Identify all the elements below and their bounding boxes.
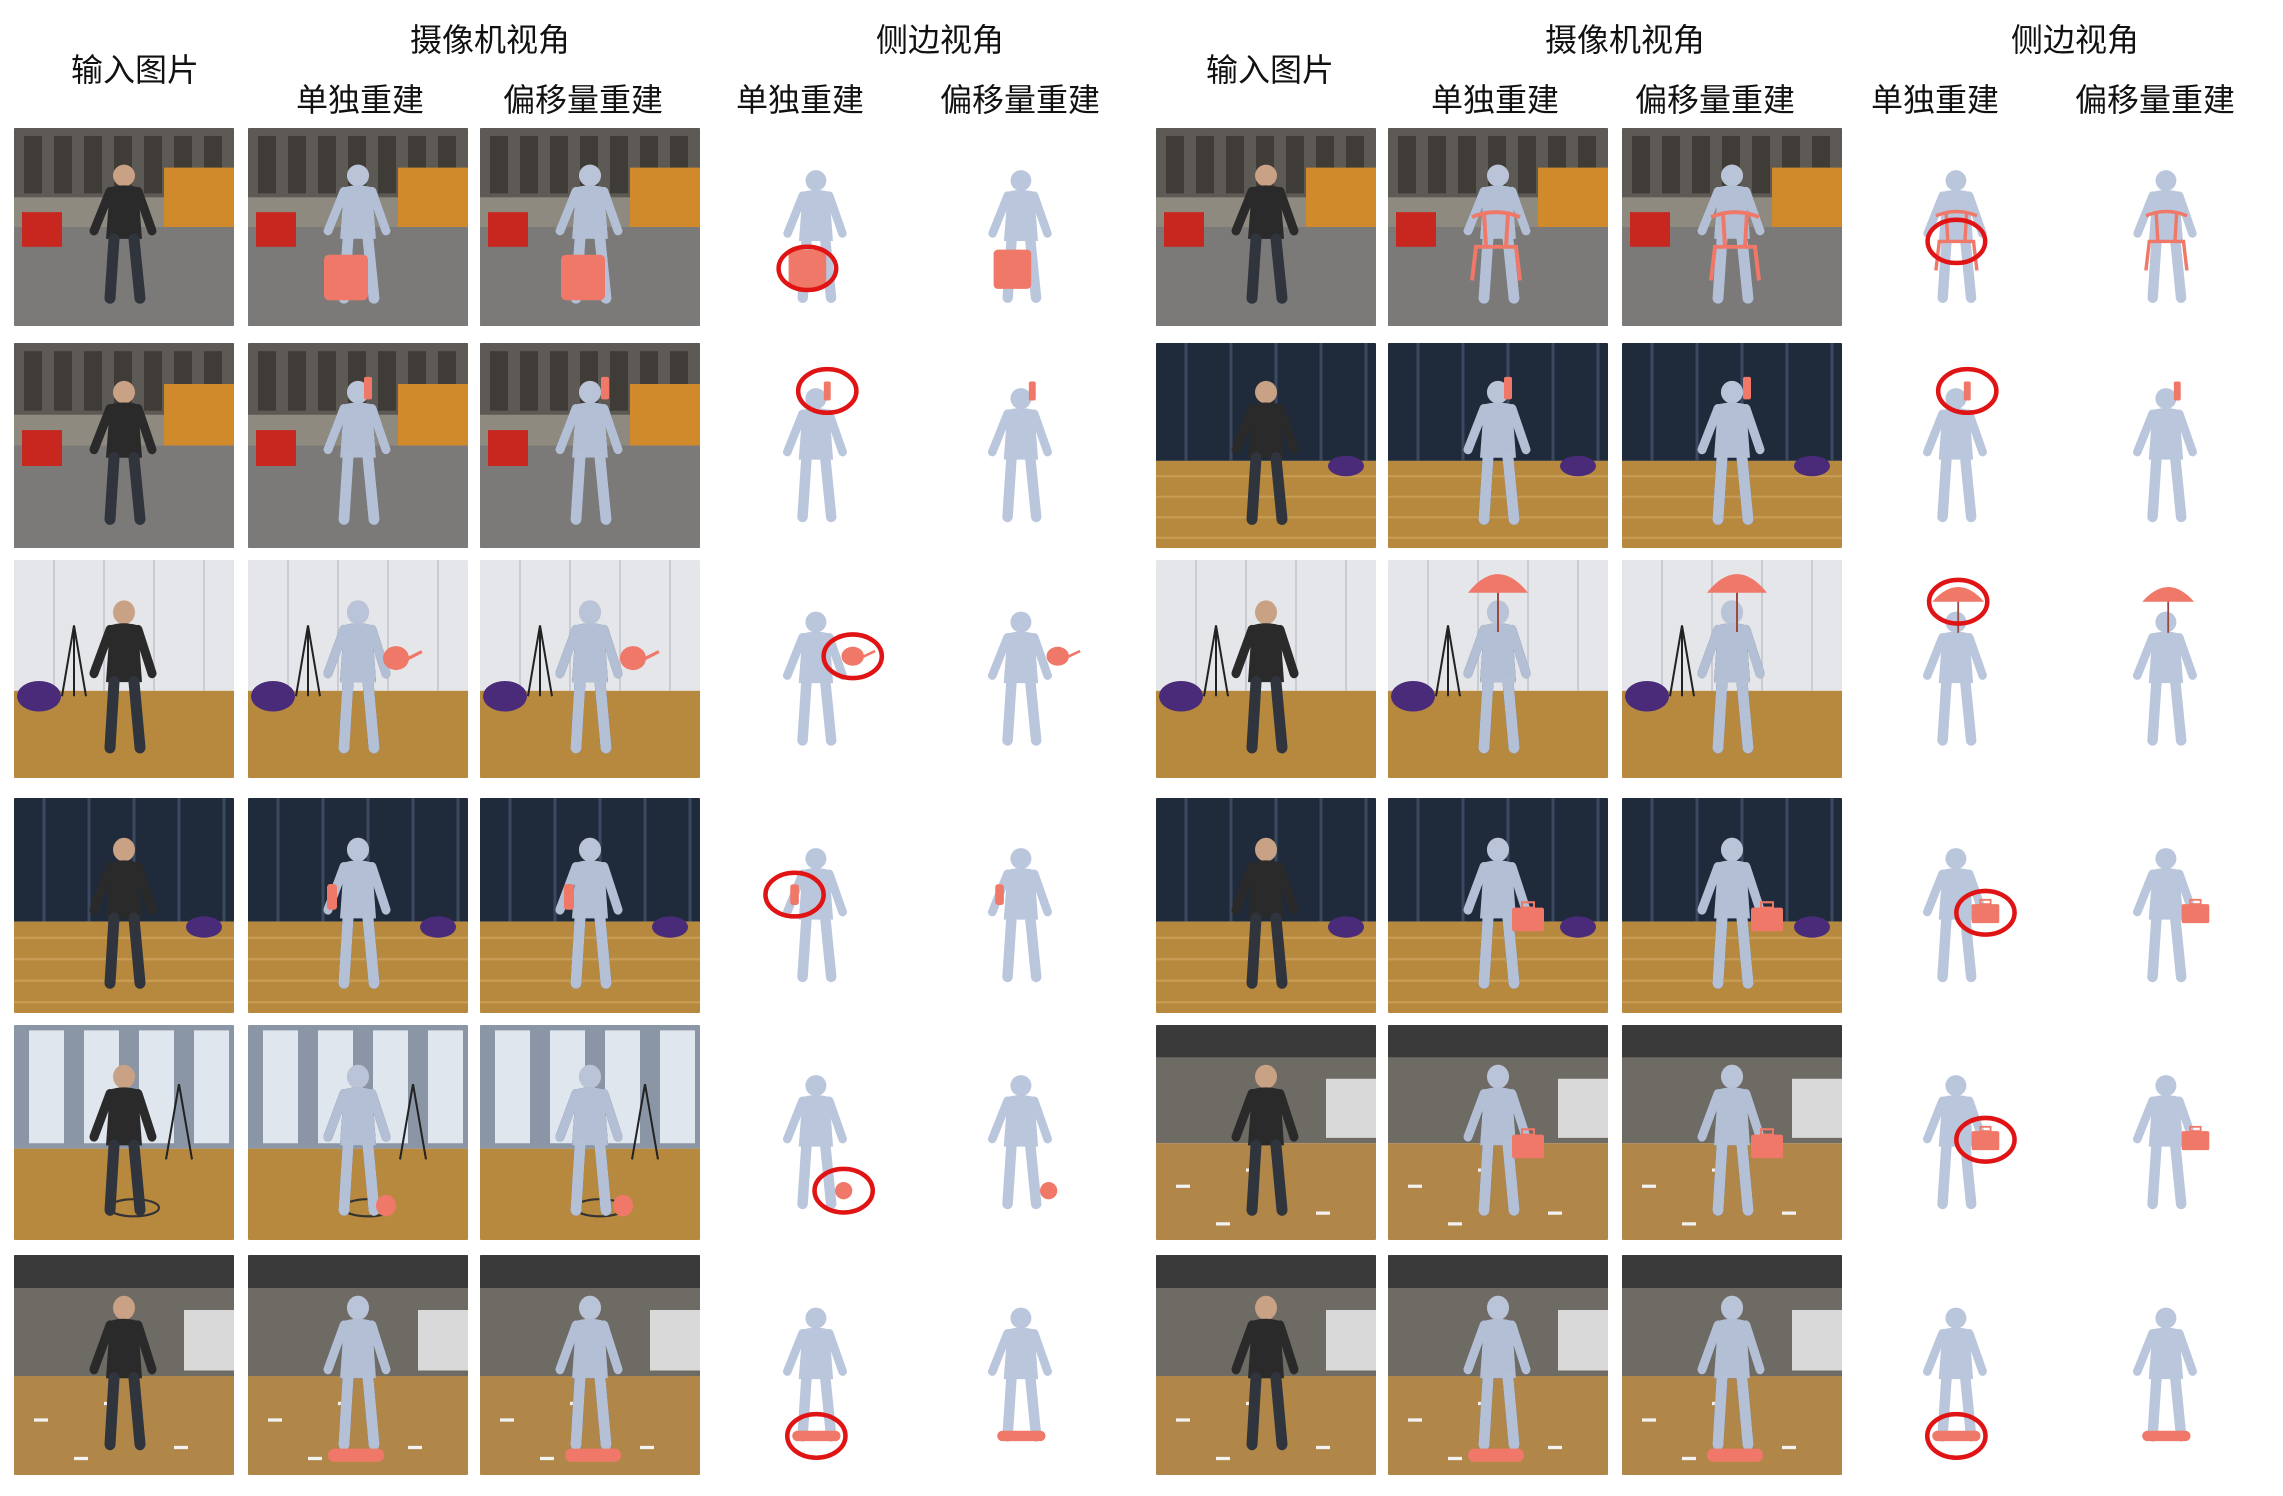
camera-single-recon-left-row-2 xyxy=(248,343,468,548)
side-offset-recon-right-row-4 xyxy=(2070,798,2270,1013)
side-single-recon-right-row-4 xyxy=(1860,798,2060,1013)
input-image-left-row-1 xyxy=(14,128,234,326)
camera-single-recon-left-row-3 xyxy=(248,560,468,778)
header-side-view-left: 侧边视角 xyxy=(875,21,1004,59)
header-input-image-left: 输入图片 xyxy=(70,51,199,89)
side-single-recon-right-row-2 xyxy=(1860,343,2060,548)
side-single-recon-left-row-5 xyxy=(720,1025,920,1240)
input-image-right-row-2 xyxy=(1156,343,1376,548)
camera-offset-recon-right-row-3 xyxy=(1622,560,1842,778)
camera-offset-recon-left-row-6 xyxy=(480,1255,700,1475)
input-image-left-row-2 xyxy=(14,343,234,548)
header-side-offset-right: 偏移量重建 xyxy=(2074,81,2235,119)
header-input-image-right: 输入图片 xyxy=(1205,51,1334,89)
side-single-recon-right-row-5 xyxy=(1860,1025,2060,1240)
camera-offset-recon-left-row-1 xyxy=(480,128,700,326)
camera-offset-recon-left-row-4 xyxy=(480,798,700,1013)
header-side-view-right: 侧边视角 xyxy=(2010,21,2139,59)
camera-offset-recon-left-row-5 xyxy=(480,1025,700,1240)
camera-single-recon-left-row-5 xyxy=(248,1025,468,1240)
camera-offset-recon-left-row-2 xyxy=(480,343,700,548)
header-side-single-right: 单独重建 xyxy=(1870,81,1999,119)
input-image-right-row-3 xyxy=(1156,560,1376,778)
side-single-recon-left-row-1 xyxy=(720,128,920,326)
input-image-right-row-6 xyxy=(1156,1255,1376,1475)
camera-offset-recon-left-row-3 xyxy=(480,560,700,778)
camera-single-recon-right-row-6 xyxy=(1388,1255,1608,1475)
side-offset-recon-right-row-2 xyxy=(2070,343,2270,548)
camera-single-recon-left-row-4 xyxy=(248,798,468,1013)
camera-single-recon-left-row-1 xyxy=(248,128,468,326)
camera-offset-recon-right-row-4 xyxy=(1622,798,1842,1013)
side-offset-recon-left-row-6 xyxy=(925,1255,1125,1475)
header-cam-single-left: 单独重建 xyxy=(295,81,424,119)
header-camera-view-right: 摄像机视角 xyxy=(1544,21,1705,59)
side-single-recon-left-row-2 xyxy=(720,343,920,548)
camera-single-recon-right-row-3 xyxy=(1388,560,1608,778)
input-image-left-row-5 xyxy=(14,1025,234,1240)
input-image-right-row-4 xyxy=(1156,798,1376,1013)
side-offset-recon-right-row-6 xyxy=(2070,1255,2270,1475)
header-camera-view-left: 摄像机视角 xyxy=(409,21,570,59)
header-cam-single-right: 单独重建 xyxy=(1430,81,1559,119)
side-single-recon-left-row-6 xyxy=(720,1255,920,1475)
side-single-recon-left-row-3 xyxy=(720,560,920,778)
header-cam-offset-right: 偏移量重建 xyxy=(1634,81,1795,119)
side-offset-recon-right-row-5 xyxy=(2070,1025,2270,1240)
side-offset-recon-left-row-3 xyxy=(925,560,1125,778)
side-offset-recon-left-row-2 xyxy=(925,343,1125,548)
side-single-recon-right-row-3 xyxy=(1860,560,2060,778)
camera-single-recon-left-row-6 xyxy=(248,1255,468,1475)
camera-single-recon-right-row-1 xyxy=(1388,128,1608,326)
side-offset-recon-left-row-5 xyxy=(925,1025,1125,1240)
camera-single-recon-right-row-5 xyxy=(1388,1025,1608,1240)
input-image-left-row-4 xyxy=(14,798,234,1013)
side-single-recon-right-row-6 xyxy=(1860,1255,2060,1475)
header-side-single-left: 单独重建 xyxy=(735,81,864,119)
side-offset-recon-left-row-4 xyxy=(925,798,1125,1013)
side-single-recon-left-row-4 xyxy=(720,798,920,1013)
input-image-left-row-3 xyxy=(14,560,234,778)
input-image-right-row-5 xyxy=(1156,1025,1376,1240)
camera-single-recon-right-row-4 xyxy=(1388,798,1608,1013)
camera-single-recon-right-row-2 xyxy=(1388,343,1608,548)
side-offset-recon-right-row-3 xyxy=(2070,560,2270,778)
input-image-left-row-6 xyxy=(14,1255,234,1475)
camera-offset-recon-right-row-5 xyxy=(1622,1025,1842,1240)
camera-offset-recon-right-row-6 xyxy=(1622,1255,1842,1475)
side-offset-recon-right-row-1 xyxy=(2070,128,2270,326)
header-side-offset-left: 偏移量重建 xyxy=(939,81,1100,119)
camera-offset-recon-right-row-2 xyxy=(1622,343,1842,548)
header-cam-offset-left: 偏移量重建 xyxy=(502,81,663,119)
side-offset-recon-left-row-1 xyxy=(925,128,1125,326)
camera-offset-recon-right-row-1 xyxy=(1622,128,1842,326)
input-image-right-row-1 xyxy=(1156,128,1376,326)
side-single-recon-right-row-1 xyxy=(1860,128,2060,326)
